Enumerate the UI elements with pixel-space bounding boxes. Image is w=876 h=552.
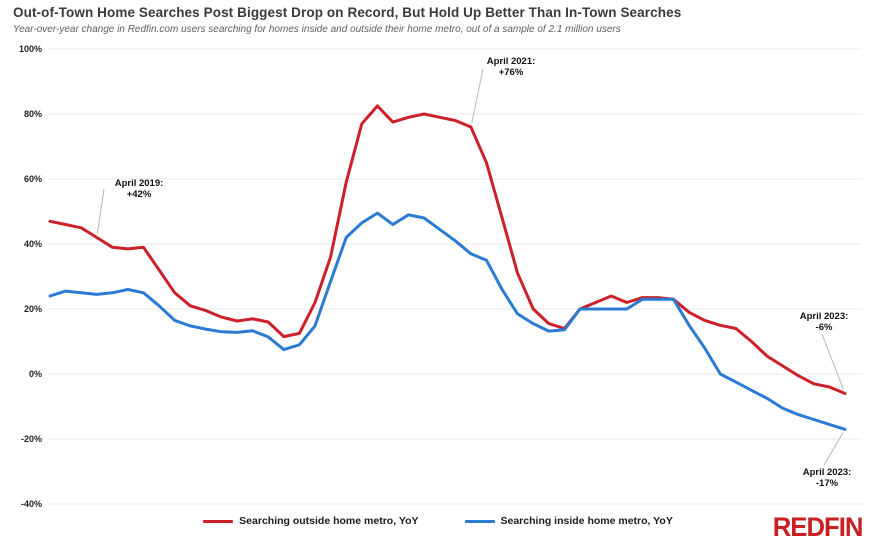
annotation-42: April 2019: +42% bbox=[114, 178, 164, 200]
legend-swatch-red bbox=[203, 519, 234, 523]
chart-subtitle: Year-over-year change in Redfin.com user… bbox=[13, 24, 621, 35]
annotation--17: April 2023: -17% bbox=[802, 467, 852, 489]
redfin-logo: REDFIN bbox=[772, 512, 863, 542]
annotation--6: April 2023: -6% bbox=[799, 311, 849, 333]
annotation-76: April 2021: +76% bbox=[486, 56, 536, 78]
y-axis-tick-label: 80% bbox=[23, 109, 42, 119]
legend-label-inside: Searching inside home metro, YoY bbox=[500, 515, 673, 527]
chart-legend: Searching outside home metro, YoY Search… bbox=[0, 515, 876, 527]
y-axis-tick-label: -40% bbox=[20, 499, 42, 509]
legend-label-outside: Searching outside home metro, YoY bbox=[239, 515, 419, 527]
y-axis-tick-label: 0% bbox=[28, 369, 42, 379]
legend-item-inside: Searching inside home metro, YoY bbox=[464, 515, 673, 527]
legend-swatch-blue bbox=[464, 519, 495, 523]
y-axis-tick-label: 60% bbox=[23, 174, 42, 184]
legend-item-outside: Searching outside home metro, YoY bbox=[203, 515, 419, 527]
chart-title: Out-of-Town Home Searches Post Biggest D… bbox=[13, 5, 682, 20]
y-axis-tick-label: 20% bbox=[23, 304, 42, 314]
y-axis-tick-label: -20% bbox=[20, 434, 42, 444]
y-axis-tick-label: 100% bbox=[18, 44, 42, 54]
y-axis-tick-label: 40% bbox=[23, 239, 42, 249]
